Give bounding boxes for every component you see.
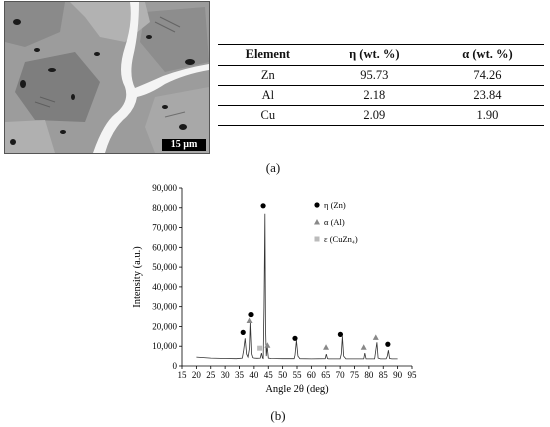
legend-label: ε (CuZn₄) <box>324 234 358 244</box>
y-tick-label: 60,000 <box>152 242 177 252</box>
header-eta: η (wt. %) <box>317 44 431 66</box>
cell-alpha: 74.26 <box>430 65 544 86</box>
y-tick-label: 50,000 <box>152 262 177 272</box>
table-header-row: Element η (wt. %) α (wt. %) <box>218 44 544 66</box>
y-tick-label: 10,000 <box>152 341 177 351</box>
x-tick-label: 25 <box>206 370 216 380</box>
scale-bar-label: 15 µm <box>162 139 206 151</box>
xrd-chart: 15 20 25 30 35 40 45 50 55 60 65 70 75 80 85 90 95 0 10,00… <box>130 180 430 408</box>
x-tick-label: 20 <box>192 370 202 380</box>
phase-marker-triangle <box>246 317 253 324</box>
x-axis-label: Angle 2θ (deg) <box>265 384 329 395</box>
table-row: Cu 2.09 1.90 <box>218 105 544 126</box>
x-tick-label: 30 <box>221 370 231 380</box>
cell-eta: 2.18 <box>317 85 431 106</box>
panel-label-a: (a) <box>265 160 281 175</box>
x-tick-label: 50 <box>278 370 288 380</box>
legend-label: α (Al) <box>324 217 345 227</box>
table-row: Al 2.18 23.84 <box>218 85 544 106</box>
cell-alpha: 23.84 <box>430 85 544 106</box>
x-tick-label: 80 <box>364 370 374 380</box>
cell-element: Al <box>218 85 318 106</box>
x-tick-label: 15 <box>178 370 188 380</box>
x-tick-label: 90 <box>393 370 403 380</box>
phase-marker-triangle <box>323 344 330 350</box>
y-tick-label: 20,000 <box>152 321 177 331</box>
micrograph-image <box>5 2 209 153</box>
legend-marker-triangle <box>314 219 320 225</box>
phase-marker-circle <box>385 341 391 347</box>
phase-marker-triangle <box>264 342 271 348</box>
cell-element: Cu <box>218 105 318 126</box>
y-tick-label: 80,000 <box>152 203 177 213</box>
cell-alpha: 1.90 <box>430 105 544 126</box>
phase-marker-circle <box>292 335 298 341</box>
x-tick-label: 60 <box>307 370 317 380</box>
table-row: Zn 95.73 74.26 <box>218 65 544 86</box>
x-tick-label: 45 <box>264 370 274 380</box>
phase-marker-circle <box>337 331 344 337</box>
x-tick-label: 85 <box>379 370 389 380</box>
phase-marker-circle <box>260 203 266 209</box>
cell-eta: 95.73 <box>317 65 431 86</box>
y-tick-label: 0 <box>173 361 178 371</box>
y-tick-label: 40,000 <box>152 282 177 292</box>
xrd-chart-svg: 15 20 25 30 35 40 45 50 55 60 65 70 75 80 85 90 95 0 10,00… <box>132 183 418 395</box>
y-axis-label: Intensity (a.u.) <box>132 246 143 308</box>
x-tick-label: 95 <box>408 370 418 380</box>
legend-marker-circle <box>314 202 320 208</box>
x-tick-label: 35 <box>235 370 245 380</box>
phase-marker-circle <box>240 329 246 335</box>
phase-marker-triangle <box>360 344 367 350</box>
x-tick-label: 70 <box>336 370 346 380</box>
y-tick-label: 90,000 <box>152 183 177 193</box>
cell-element: Zn <box>218 65 318 86</box>
y-tick-label: 30,000 <box>152 302 177 312</box>
header-alpha: α (wt. %) <box>430 44 544 66</box>
x-tick-label: 65 <box>321 370 331 380</box>
x-tick-label: 55 <box>293 370 303 380</box>
xrd-series-line <box>196 213 398 360</box>
panel-label-b: (b) <box>270 408 286 423</box>
phase-marker-square <box>257 345 263 351</box>
phase-marker-triangle <box>372 334 379 340</box>
x-tick-label: 75 <box>350 370 360 380</box>
y-tick-label: 70,000 <box>152 223 177 233</box>
cell-eta: 2.09 <box>317 105 431 126</box>
phase-marker-circle <box>248 311 254 318</box>
sem-micrograph: 15 µm <box>4 1 210 154</box>
legend-marker-square <box>314 236 320 242</box>
header-element: Element <box>218 44 318 66</box>
composition-table: Element η (wt. %) α (wt. %) Zn 95.73 74.… <box>218 44 544 126</box>
legend-label: η (Zn) <box>324 200 346 210</box>
x-tick-label: 40 <box>249 370 259 380</box>
